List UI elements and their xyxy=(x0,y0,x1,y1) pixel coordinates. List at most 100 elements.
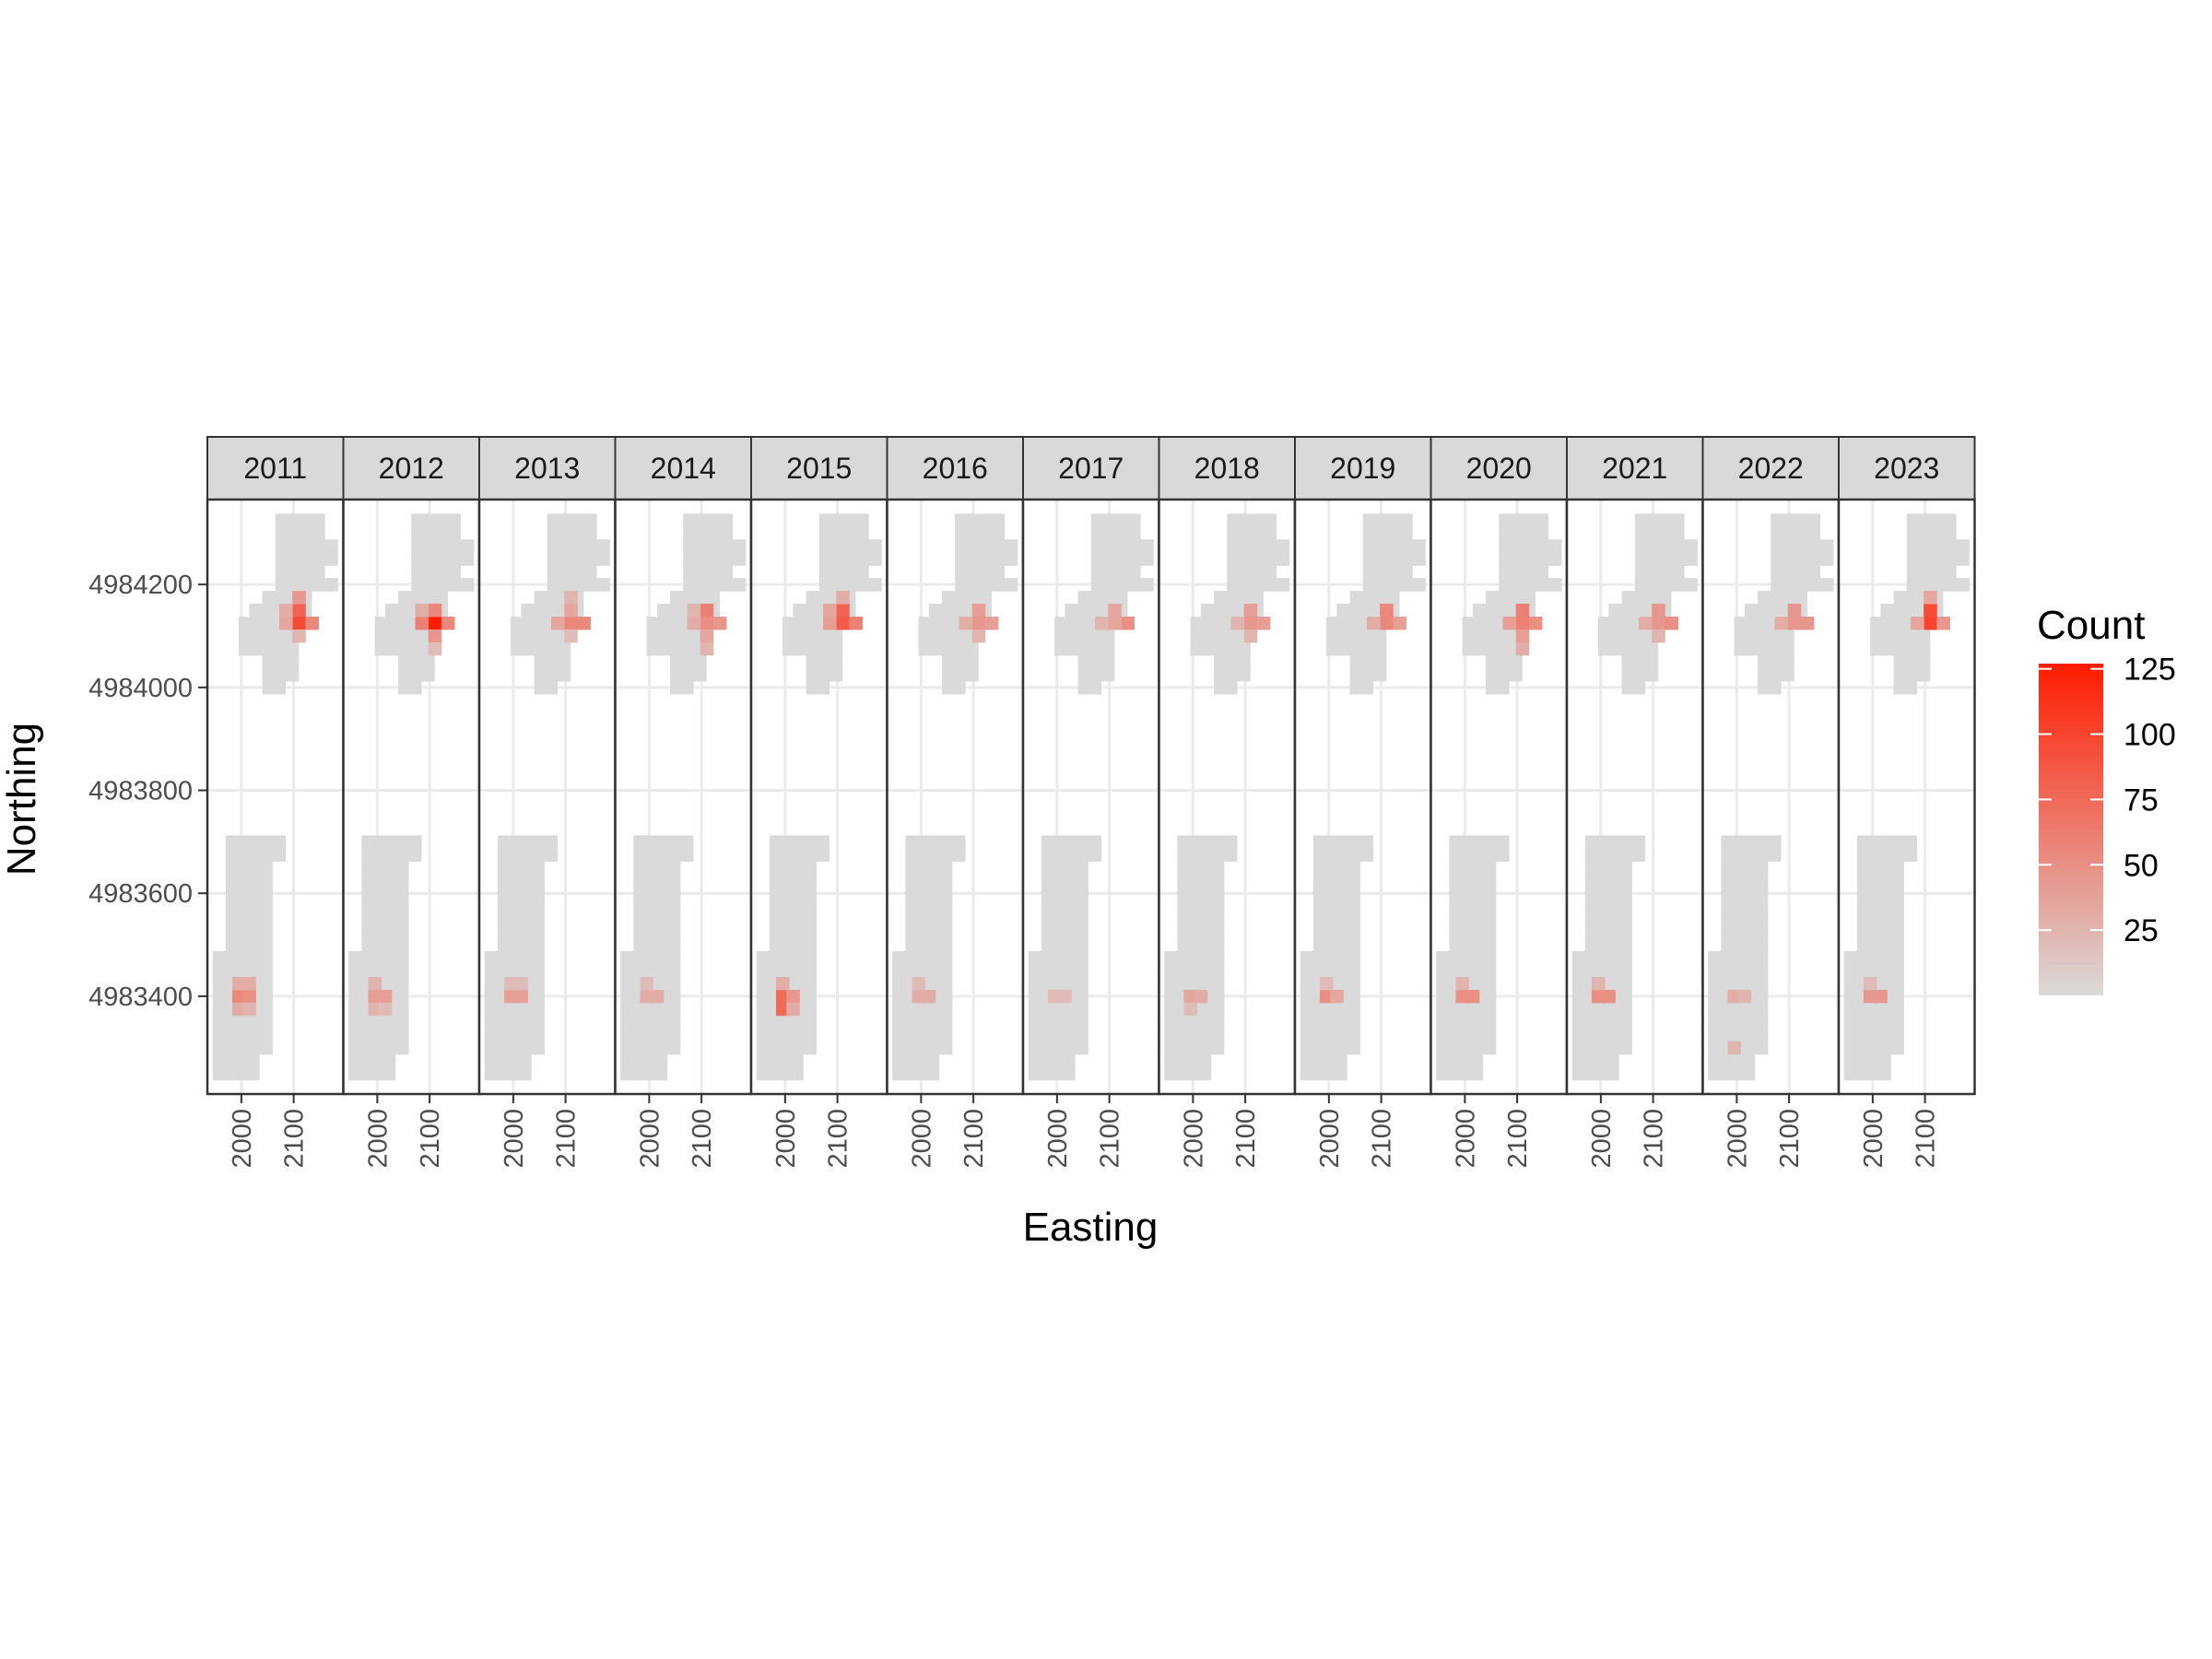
heat-cell xyxy=(511,641,571,656)
heat-cell xyxy=(1843,951,1904,965)
heat-cell-count xyxy=(1737,989,1752,1004)
facet-label-2017: 2017 xyxy=(1058,452,1124,485)
heat-cell xyxy=(955,552,1018,566)
heat-cell xyxy=(905,887,953,900)
legend-label: 125 xyxy=(2124,653,2176,688)
heat-cells-2023 xyxy=(1843,513,1970,1081)
heat-cell xyxy=(225,925,273,939)
heat-cell-count xyxy=(1924,617,1937,630)
heat-cell-count xyxy=(428,617,442,630)
heat-cell xyxy=(782,629,843,643)
heat-cell xyxy=(1054,641,1115,656)
heat-cell xyxy=(1499,539,1562,553)
heat-cell xyxy=(1077,591,1128,605)
heat-cell xyxy=(1499,513,1549,527)
heat-cell xyxy=(756,951,817,965)
heat-cell-count xyxy=(1319,976,1334,991)
heat-cells-2011 xyxy=(212,513,338,1081)
heat-cell xyxy=(905,938,953,952)
heat-cell xyxy=(1499,565,1549,579)
x-tick-label: 2100 xyxy=(824,1109,853,1169)
heat-cell-count xyxy=(912,976,926,991)
heat-cell xyxy=(1843,1028,1904,1042)
heat-cell xyxy=(1449,925,1497,939)
heat-cell xyxy=(806,654,843,669)
heat-cell-count xyxy=(1652,629,1665,643)
heat-cell xyxy=(262,654,300,669)
panel-border xyxy=(1837,498,1976,1096)
heat-cell xyxy=(769,900,817,913)
heat-cell xyxy=(1214,667,1251,682)
heat-cell xyxy=(1028,1066,1076,1081)
heat-cell xyxy=(1856,861,1904,875)
heat-cell xyxy=(806,667,843,682)
heat-cell-count xyxy=(849,617,863,630)
x-tick-label: 2000 xyxy=(1451,1109,1480,1169)
heat-cell-count xyxy=(1936,617,1950,630)
heat-cell xyxy=(1571,1002,1632,1017)
heat-cell xyxy=(361,887,409,900)
heat-cell xyxy=(547,526,597,540)
heat-cell-count xyxy=(428,604,442,618)
x-tick-label: 2000 xyxy=(363,1109,393,1169)
heat-cell-count xyxy=(1727,1041,1742,1055)
heat-cell xyxy=(1300,1002,1360,1017)
heat-cell xyxy=(782,641,843,656)
heat-cell-count xyxy=(971,617,986,630)
heat-cell xyxy=(1312,861,1360,875)
heat-cell xyxy=(361,874,409,888)
heat-cell xyxy=(1721,887,1769,900)
heat-cell-count xyxy=(786,989,800,1004)
heat-cell xyxy=(1584,900,1632,913)
heat-cell xyxy=(620,1028,681,1042)
heat-cell xyxy=(547,552,610,566)
heat-cell xyxy=(1362,552,1426,566)
heat-cell xyxy=(225,900,273,913)
heat-cell xyxy=(905,912,953,926)
heat-cell-count xyxy=(415,617,429,630)
heat-cell-count xyxy=(564,617,578,630)
heat-cell xyxy=(348,1041,409,1055)
heat-cell xyxy=(1584,874,1632,888)
facet-label-2014: 2014 xyxy=(651,452,716,485)
heat-cells-2021 xyxy=(1571,513,1698,1081)
y-tick-label: 4983600 xyxy=(88,879,193,909)
facet-panel-2023: 2023 xyxy=(1837,436,1976,1096)
heat-cell xyxy=(1077,654,1115,669)
heat-cell xyxy=(398,680,422,695)
heat-cell-count xyxy=(231,989,246,1004)
heat-cell xyxy=(818,552,882,566)
heat-cell xyxy=(683,539,747,553)
heat-cell xyxy=(892,1066,940,1081)
heat-cell xyxy=(769,938,817,952)
heat-cell xyxy=(212,1028,273,1042)
heat-cell xyxy=(1571,951,1632,965)
heat-cell-count xyxy=(712,617,727,630)
heat-cell xyxy=(1312,874,1360,888)
heat-cell-count xyxy=(912,989,926,1004)
heat-cell xyxy=(1028,1002,1088,1017)
x-tick-label: 2100 xyxy=(1096,1109,1125,1169)
heat-cell xyxy=(1436,1053,1484,1068)
x-tick-label: 2100 xyxy=(1912,1109,1941,1169)
facet-panel-2016: 2016 xyxy=(886,436,1025,1096)
facet-strip-2014 xyxy=(614,436,752,500)
x-tick-label: 2000 xyxy=(1587,1109,1617,1169)
heat-cell xyxy=(905,900,953,913)
heat-cell-count xyxy=(1515,604,1530,618)
heat-cell-count xyxy=(292,604,306,618)
heat-cell xyxy=(633,874,681,888)
heat-cell xyxy=(1721,938,1769,952)
heat-cell-count xyxy=(1515,617,1530,630)
heat-cell xyxy=(484,1015,545,1030)
heat-cell xyxy=(1708,963,1769,978)
facet-strip-2011 xyxy=(206,436,345,500)
heat-cell xyxy=(547,565,597,579)
heat-cell xyxy=(1041,874,1088,888)
heat-cell xyxy=(374,641,435,656)
heat-cell xyxy=(411,539,475,553)
heat-cell xyxy=(275,539,338,553)
heat-cell xyxy=(1708,1066,1756,1081)
heat-cell xyxy=(1041,861,1088,875)
heat-cell xyxy=(683,578,747,592)
